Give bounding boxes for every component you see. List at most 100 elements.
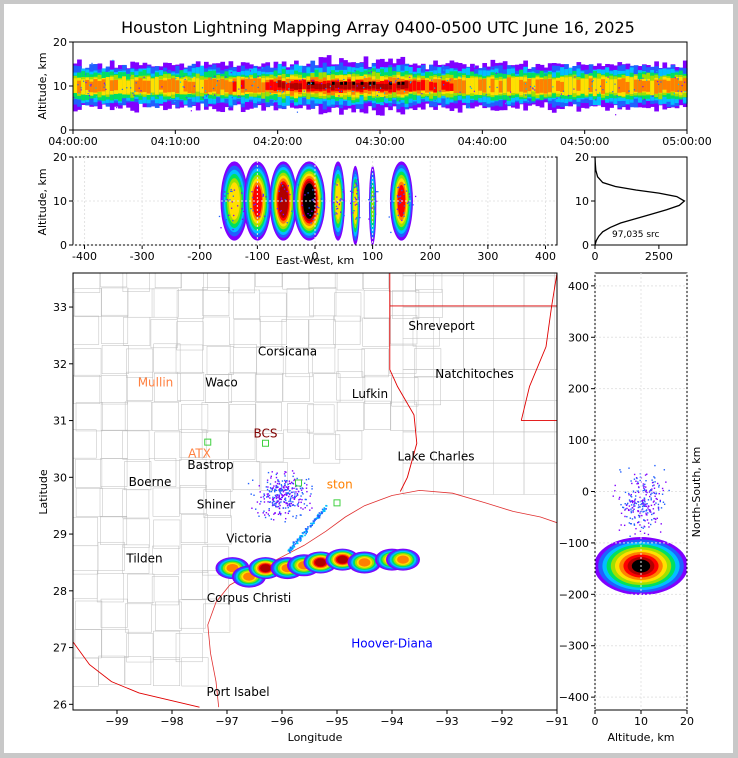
source-point — [318, 206, 320, 209]
county-outline — [415, 289, 443, 318]
source-point — [377, 191, 379, 193]
source-point — [278, 502, 281, 504]
source-point — [337, 87, 340, 89]
county-outline — [287, 403, 314, 433]
source-point — [640, 97, 642, 99]
source-point — [318, 512, 321, 514]
y-tick-label: 200 — [568, 383, 589, 396]
source-point — [639, 524, 641, 526]
source-point — [284, 517, 287, 520]
source-point — [660, 523, 662, 525]
source-point — [633, 523, 636, 525]
density-cell — [351, 81, 357, 89]
source-point — [298, 171, 301, 173]
source-point — [307, 526, 309, 528]
source-point — [643, 532, 646, 534]
source-point — [267, 486, 269, 488]
source-point — [134, 73, 136, 75]
density-cell — [425, 79, 430, 93]
county-outline — [202, 570, 229, 600]
source-point — [398, 203, 400, 205]
y-tick-label: −300 — [559, 640, 589, 653]
source-point — [342, 188, 344, 191]
plan-view-ticks: −99 −98 −97 −96 −95 −94 −93 −92 −91 26 27 28 29 30 31 3… — [53, 301, 569, 728]
source-point — [657, 80, 659, 83]
source-point — [308, 207, 310, 209]
source-point — [139, 93, 141, 95]
density-core — [352, 81, 356, 85]
source-point — [295, 491, 297, 493]
parish-outline — [463, 338, 494, 370]
source-point — [166, 70, 168, 72]
source-point — [661, 493, 664, 495]
source-point — [649, 523, 652, 526]
x-tick-label: −95 — [325, 715, 348, 728]
city-label: Shiner — [197, 498, 236, 512]
parish-outline — [433, 275, 464, 308]
altitude-histogram-ticks: 0 2500 0 10 20 — [575, 151, 673, 263]
source-point — [355, 198, 358, 201]
density-cell — [449, 83, 455, 92]
source-point — [229, 199, 231, 201]
source-point — [291, 487, 294, 489]
source-point — [637, 521, 639, 524]
source-point — [275, 489, 278, 492]
source-point — [355, 182, 357, 184]
source-point — [371, 196, 373, 198]
density-cell — [404, 81, 410, 89]
source-point — [406, 202, 409, 205]
lma-site-marker — [333, 499, 341, 507]
source-point — [225, 219, 228, 221]
source-point — [619, 469, 621, 471]
source-point — [286, 492, 288, 494]
source-point — [304, 534, 306, 537]
source-point — [649, 490, 651, 492]
city-label: Lake Charles — [398, 449, 475, 463]
source-point — [656, 517, 658, 520]
source-point — [356, 185, 358, 187]
county-outline — [73, 517, 99, 547]
source-point — [392, 201, 394, 203]
source-point — [363, 87, 365, 89]
source-point — [525, 88, 527, 90]
source-point — [249, 70, 252, 72]
source-point — [408, 196, 411, 198]
density-cell — [670, 77, 676, 92]
source-point — [316, 515, 319, 517]
density-cell — [101, 79, 107, 92]
source-point — [313, 522, 315, 524]
source-point — [314, 518, 317, 521]
source-point — [373, 195, 376, 197]
source-point — [323, 508, 326, 510]
county-outline — [313, 373, 341, 403]
lma-sites — [204, 438, 341, 507]
x-tick-label: -100 — [245, 250, 270, 263]
parish-outline — [523, 369, 555, 401]
source-point — [315, 518, 318, 520]
y-tick-label: 10 — [53, 195, 67, 208]
density-cell — [240, 80, 246, 89]
county-outline — [307, 404, 335, 434]
density-cell — [236, 76, 242, 96]
y-tick-label: 31 — [53, 415, 67, 428]
source-point — [293, 472, 295, 474]
source-point — [218, 215, 221, 218]
density-cell — [212, 78, 217, 92]
source-point — [660, 507, 663, 509]
source-point — [637, 481, 639, 483]
parish-outline — [463, 275, 494, 308]
source-point — [637, 510, 639, 513]
source-point — [162, 99, 165, 101]
density-cell — [314, 83, 320, 90]
city-label: ATX — [188, 446, 211, 460]
source-point — [637, 506, 640, 509]
source-point — [641, 509, 643, 511]
source-point — [410, 81, 412, 83]
source-point — [534, 89, 536, 91]
source-point — [439, 90, 441, 92]
source-point — [169, 97, 172, 100]
source-point — [288, 480, 291, 482]
county-outline — [180, 514, 208, 544]
source-point — [647, 522, 650, 524]
county-outline — [390, 401, 418, 431]
